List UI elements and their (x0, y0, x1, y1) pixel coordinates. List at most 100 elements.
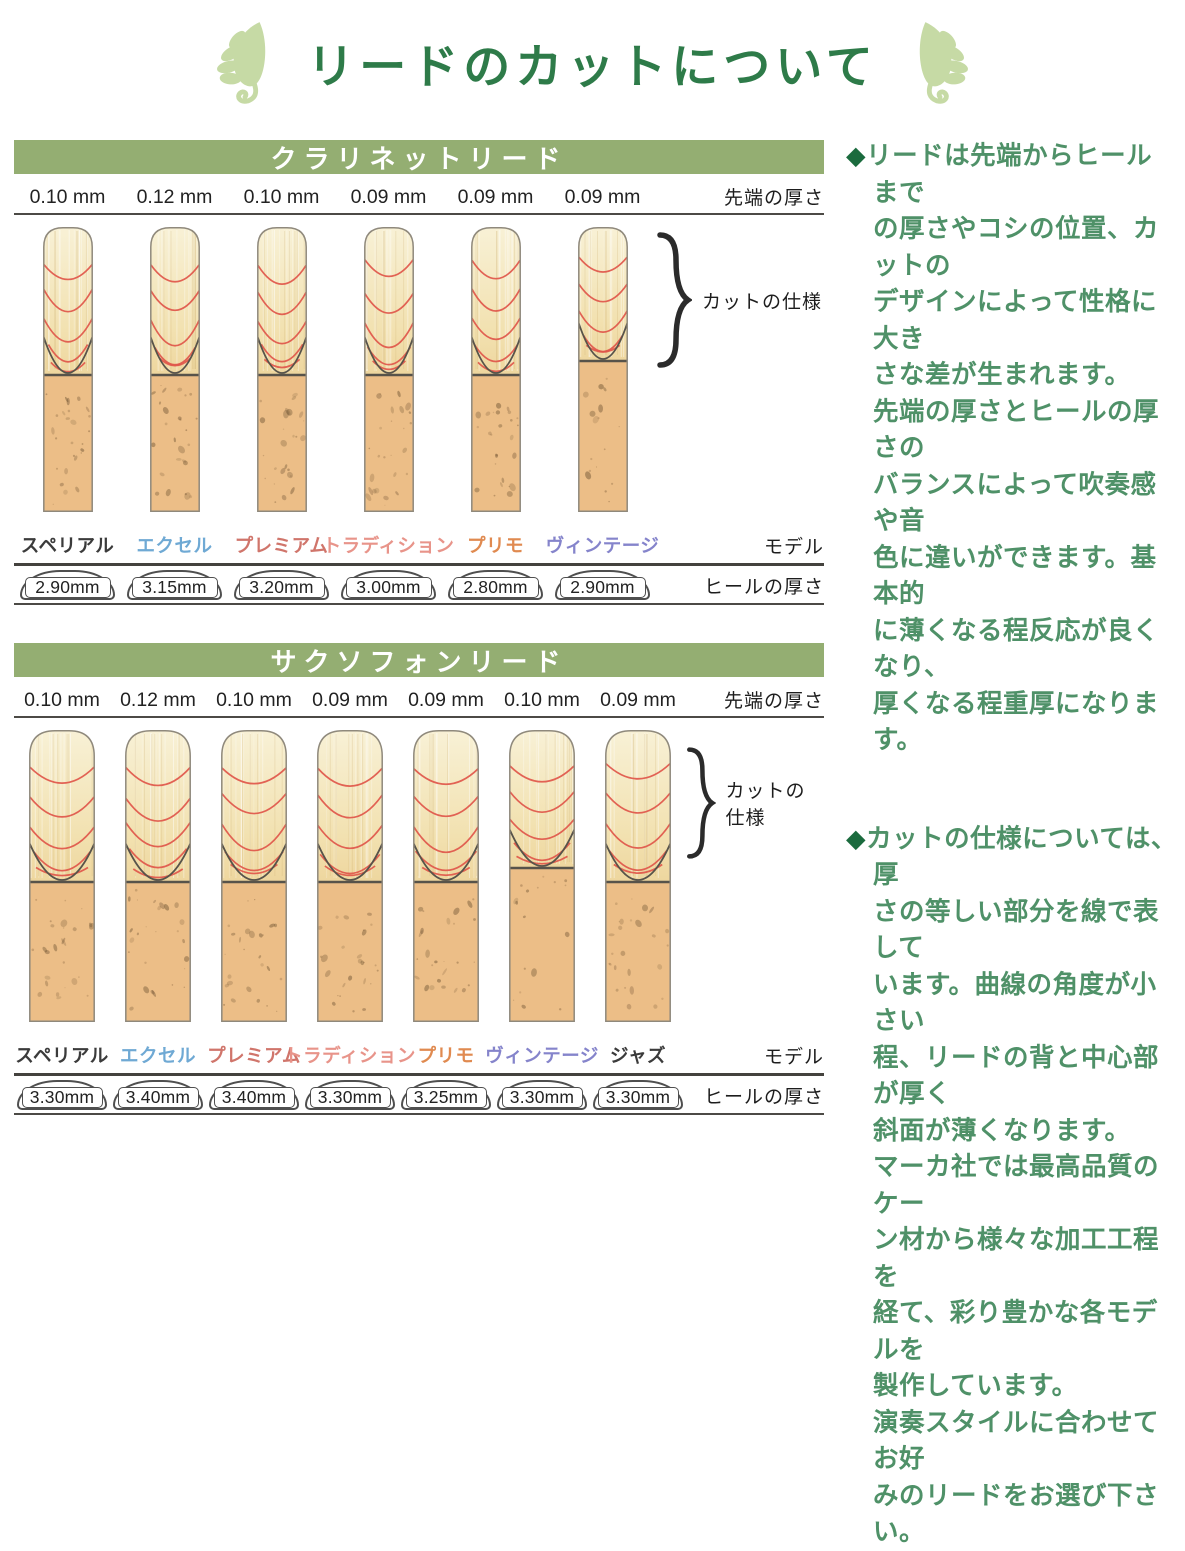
tip-value: 0.09 mm (564, 185, 641, 208)
section-header-band: クラリネットリード (14, 140, 824, 174)
model-name-cell: プレミアム (206, 1044, 302, 1068)
tip-value: 0.12 mm (120, 688, 196, 711)
heel-value: 3.25mm (405, 1087, 487, 1108)
heel-dome-shape: 3.30mm (593, 1080, 683, 1110)
reed-image (121, 227, 228, 512)
brace-icon (687, 747, 716, 859)
note-text: カットの仕様については、厚 さの等しい部分を線で表して います。曲線の角度が小さ… (866, 824, 1177, 1547)
model-name-cell: トラディション (284, 1044, 415, 1068)
model-name: ヴィンテージ (545, 534, 660, 556)
heel-value: 3.20mm (238, 577, 325, 598)
heel-thickness-label: ヒールの厚さ (703, 1086, 824, 1108)
model-name: プリモ (417, 1044, 475, 1066)
model-name-cell: ジャズ (590, 1044, 686, 1068)
notes-column: ◆リードは先端からヒールまで の厚さやコシの位置、カットの デザインによって性格… (846, 112, 1178, 1551)
reed-section: サクソフォンリード 0.10 mm 0.12 mm 0.10 mm 0.09 mm 0.… (14, 643, 824, 1115)
model-name-cell: ヴィンテージ (546, 534, 659, 558)
model-name: エクセル (119, 1044, 196, 1066)
model-label: モデル (763, 1047, 824, 1068)
heel-dome: 3.25mm (398, 1080, 494, 1110)
reed-image (335, 227, 442, 512)
reed-image (14, 227, 121, 512)
heel-value: 3.00mm (345, 577, 432, 598)
heel-dome: 2.80mm (442, 570, 549, 600)
heel-dome-shape: 3.20mm (234, 570, 329, 600)
reed-images-row: カットの仕様 (14, 227, 824, 512)
heel-value: 3.30mm (501, 1087, 583, 1108)
heel-dome: 3.30mm (494, 1080, 590, 1110)
cut-spec-callout: カットの仕様 (656, 231, 822, 369)
heel-value: 2.90mm (559, 577, 646, 598)
tip-value-cell: 0.09 mm (335, 185, 442, 209)
tip-value: 0.10 mm (243, 185, 320, 208)
leaf-ornament-left (217, 22, 266, 104)
heel-dome: 2.90mm (549, 570, 656, 600)
model-name-cell: プリモ (442, 534, 549, 558)
heel-dome: 3.00mm (335, 570, 442, 600)
tip-value-cell: 0.12 mm (121, 185, 228, 209)
model-name-cell: スペリアル (14, 1044, 110, 1068)
heel-dome: 3.30mm (14, 1080, 110, 1110)
note-cut-spec: ◆カットの仕様については、厚 さの等しい部分を線で表して います。曲線の角度が小… (846, 821, 1178, 1551)
model-name: トラディション (284, 1044, 416, 1066)
tip-value-cell: 0.09 mm (549, 185, 656, 209)
heel-dome: 3.40mm (110, 1080, 206, 1110)
reed-image (398, 730, 494, 1022)
model-name-cell: エクセル (110, 1044, 206, 1068)
heel-dome: 3.20mm (228, 570, 335, 600)
heel-thickness-row: 2.90mm 3.15mm 3.20mm 3.00mm 2.80mm 2.90mm ヒールの… (14, 566, 824, 605)
leaf-ornament-right (919, 22, 968, 104)
section-header-band: サクソフォンリード (14, 643, 824, 677)
heel-value: 3.40mm (213, 1087, 295, 1108)
model-name: エクセル (136, 534, 213, 556)
tip-value-cell: 0.10 mm (228, 185, 335, 209)
brace-icon (657, 232, 692, 368)
heel-value: 2.90mm (24, 577, 111, 598)
heel-thickness-row: 3.30mm 3.40mm 3.40mm 3.30mm 3.25mm 3.30mm 3.30… (14, 1076, 824, 1115)
page-header: リードのカットについて (0, 0, 1185, 112)
model-name-cell: エクセル (121, 534, 228, 558)
tip-value: 0.09 mm (350, 185, 427, 208)
diamond-bullet-icon: ◆ (846, 142, 867, 170)
heel-dome: 3.40mm (206, 1080, 302, 1110)
tip-thickness-row: 0.10 mm 0.12 mm 0.10 mm 0.09 mm 0.09 mm 0.10 … (14, 686, 824, 718)
tip-value-cell: 0.09 mm (590, 688, 686, 712)
tip-value-cell: 0.09 mm (442, 185, 549, 209)
tip-value: 0.09 mm (312, 688, 388, 711)
model-name: プレミアム (207, 1044, 301, 1066)
heel-dome: 3.15mm (121, 570, 228, 600)
model-name: ジャズ (609, 1044, 667, 1066)
heel-value: 3.30mm (309, 1087, 391, 1108)
cut-spec-callout: カットの仕様 (686, 734, 824, 872)
heel-dome-shape: 3.30mm (17, 1080, 107, 1110)
reed-section: クラリネットリード 0.10 mm 0.12 mm 0.10 mm 0.09 mm 0.… (14, 140, 824, 605)
reed-image (442, 227, 549, 512)
model-label: モデル (763, 537, 824, 558)
reed-image (549, 227, 656, 512)
model-name-row: スペリアル エクセル プレミアム トラディション プリモ ヴィンテージ ジャズ モデル (14, 1042, 824, 1076)
heel-dome: 3.30mm (590, 1080, 686, 1110)
heel-dome-shape: 3.15mm (127, 570, 222, 600)
section-title: クラリネットリード (270, 143, 568, 174)
tip-thickness-label: 先端の厚さ (723, 188, 824, 209)
model-name-cell: トラディション (323, 534, 454, 558)
heel-dome-shape: 2.80mm (448, 570, 543, 600)
tip-value-cell: 0.10 mm (14, 688, 110, 712)
tip-thickness-row: 0.10 mm 0.12 mm 0.10 mm 0.09 mm 0.09 mm 0.09 … (14, 183, 824, 215)
main-content: クラリネットリード 0.10 mm 0.12 mm 0.10 mm 0.09 mm 0.… (0, 112, 1185, 1551)
heel-value: 3.40mm (117, 1087, 199, 1108)
heel-value: 3.30mm (597, 1087, 679, 1108)
model-name-row: スペリアル エクセル プレミアム トラディション プリモ ヴィンテージ モデル (14, 532, 824, 566)
reed-image (228, 227, 335, 512)
heel-dome: 3.30mm (302, 1080, 398, 1110)
page-title: リードのカットについて (307, 39, 878, 93)
reed-image (302, 730, 398, 1022)
tip-value: 0.10 mm (24, 688, 100, 711)
model-name-cell: プリモ (398, 1044, 494, 1068)
model-name-cell: ヴィンテージ (485, 1044, 598, 1068)
heel-dome-shape: 3.30mm (305, 1080, 395, 1110)
heel-dome-shape: 3.30mm (497, 1080, 587, 1110)
model-name-cell: スペリアル (14, 534, 121, 558)
tip-thickness-label: 先端の厚さ (723, 691, 824, 712)
